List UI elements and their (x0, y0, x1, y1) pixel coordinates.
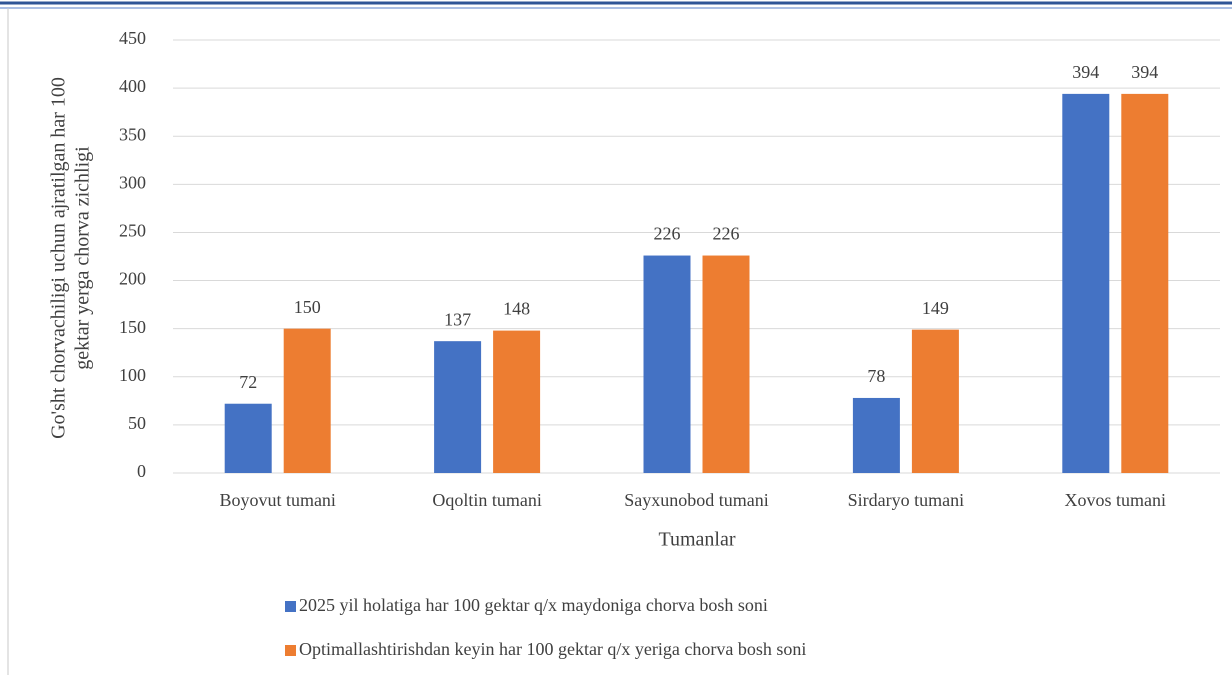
bar (852, 397, 900, 473)
bar (702, 255, 750, 473)
y-tick-label: 250 (119, 221, 146, 241)
y-tick-label: 400 (119, 76, 146, 96)
x-tick-label: Xovos tumani (1065, 490, 1167, 510)
y-axis-label-line: gektar yerga chorva zichligi (72, 146, 94, 370)
x-tick-label: Oqoltin tumani (432, 490, 542, 510)
bar (283, 328, 331, 473)
data-label: 226 (654, 224, 681, 244)
x-tick-label: Boyovut tumani (219, 490, 336, 510)
x-tick-label: Sirdaryo tumani (848, 490, 964, 510)
legend-swatch (285, 645, 296, 656)
y-tick-label: 350 (119, 124, 146, 144)
x-tick-label: Sayxunobod tumani (624, 490, 769, 510)
legend-label: Optimallashtirishdan keyin har 100 gekta… (299, 639, 806, 659)
y-axis-label: Go'sht chorvachiligi uchun ajratilgan ha… (48, 77, 94, 439)
data-label: 148 (503, 299, 530, 319)
y-tick-label: 50 (128, 413, 146, 433)
data-label: 394 (1131, 62, 1158, 82)
legend-swatch (285, 601, 296, 612)
y-tick-label: 0 (137, 461, 146, 481)
data-label: 78 (867, 366, 885, 386)
bar (643, 255, 691, 473)
bar (911, 329, 959, 473)
y-tick-label: 450 (119, 28, 146, 48)
y-tick-label: 100 (119, 365, 146, 385)
x-axis-label: Tumanlar (658, 529, 735, 551)
y-tick-label: 150 (119, 317, 146, 337)
bar (434, 341, 482, 473)
data-label: 394 (1072, 62, 1099, 82)
data-label: 226 (713, 224, 740, 244)
data-label: 72 (239, 372, 257, 392)
data-label: 137 (444, 309, 471, 329)
bar (1121, 93, 1169, 473)
bar (1062, 93, 1110, 473)
legend-label: 2025 yil holatiga har 100 gektar q/x may… (299, 595, 768, 615)
bar (224, 403, 272, 473)
data-label: 150 (294, 297, 321, 317)
y-tick-label: 200 (119, 269, 146, 289)
y-tick-label: 300 (119, 172, 146, 192)
y-axis-label-line: Go'sht chorvachiligi uchun ajratilgan ha… (48, 77, 70, 439)
bar (493, 330, 541, 473)
data-label: 149 (922, 298, 949, 318)
